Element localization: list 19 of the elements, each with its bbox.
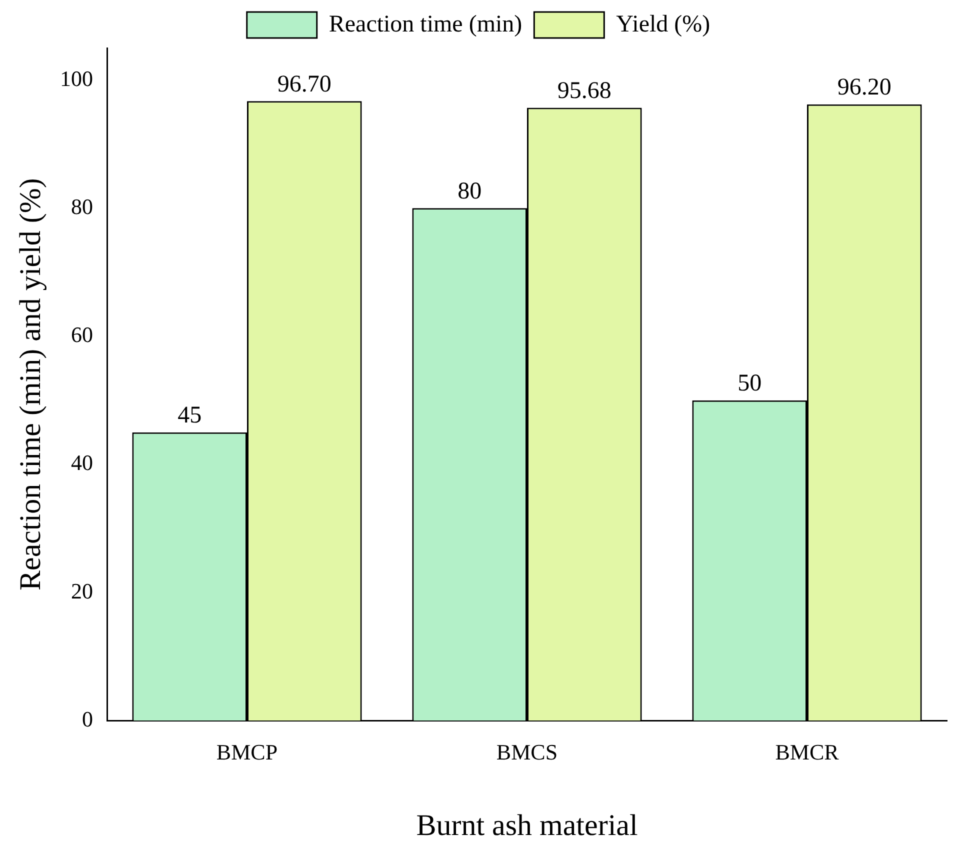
legend-label: Yield (%)	[616, 11, 710, 38]
data-label: 96.70	[277, 71, 332, 98]
x-tick-label: BMCP	[216, 740, 278, 765]
x-tick-label: BMCS	[496, 740, 558, 765]
data-label: 45	[178, 402, 202, 429]
y-tick-label: 80	[71, 194, 93, 219]
y-axis-title: Reaction time (min) and yield (%)	[14, 178, 47, 590]
y-tick-label: 20	[71, 578, 93, 604]
y-tick-label: 0	[82, 706, 93, 732]
x-axis-title: Burnt ash material	[416, 808, 638, 842]
x-tick-label: BMCR	[775, 740, 840, 765]
legend-label: Reaction time (min)	[328, 11, 522, 38]
data-label: 96.20	[837, 74, 892, 101]
data-label: 80	[458, 178, 482, 204]
data-label: 95.68	[557, 78, 612, 104]
y-tick-label: 100	[60, 66, 93, 91]
y-tick-label: 60	[71, 322, 93, 348]
y-tick-label: 40	[71, 450, 93, 476]
data-label: 50	[738, 370, 762, 397]
